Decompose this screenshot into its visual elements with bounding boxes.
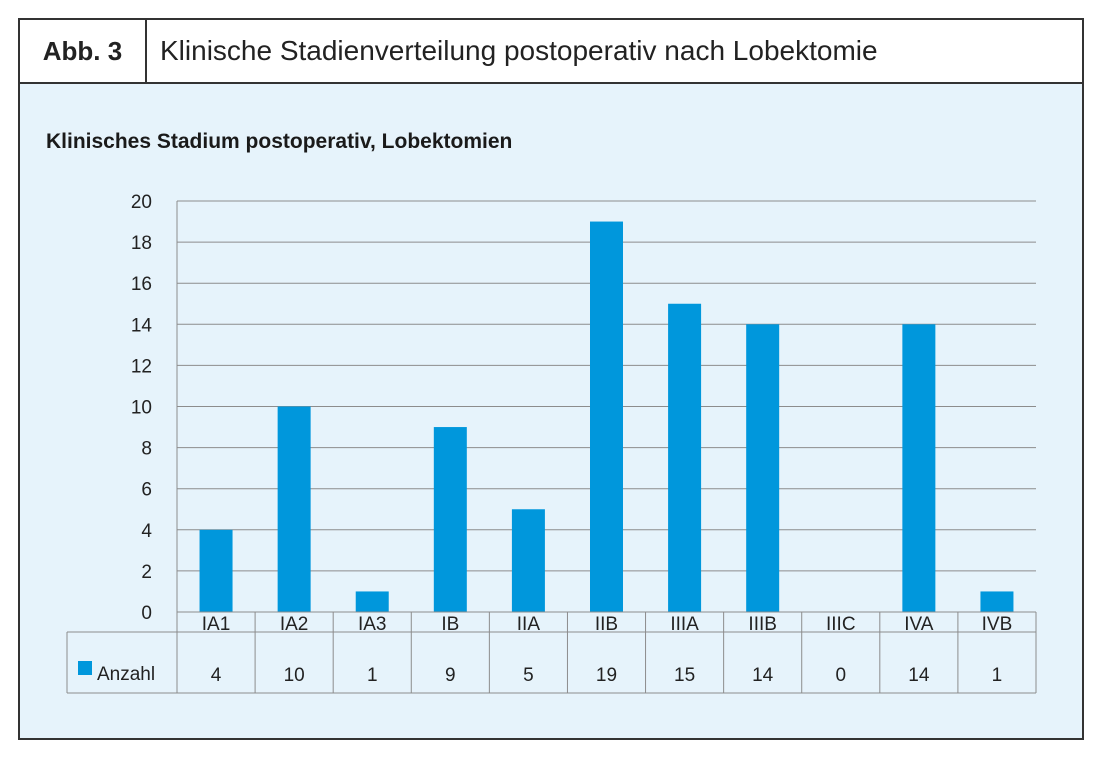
bar-ia2 (277, 406, 311, 612)
y-tick-label: 14 (131, 315, 153, 336)
figure-label: Abb. 3 (20, 20, 147, 82)
bar-ivb (980, 591, 1014, 612)
y-tick-label: 12 (131, 356, 152, 377)
y-tick-label: 4 (141, 521, 152, 542)
y-tick-label: 18 (131, 233, 152, 254)
y-tick-label: 6 (141, 480, 152, 501)
bar-ia1 (199, 529, 233, 612)
bar-iiia (668, 303, 702, 612)
y-tick-label: 8 (141, 439, 152, 460)
bar-ib (433, 427, 467, 612)
y-tick-label: 16 (131, 274, 152, 295)
data-table-value: 5 (523, 665, 534, 686)
bar-ia3 (355, 591, 389, 612)
legend-swatch (78, 661, 92, 675)
bar-iib (590, 221, 623, 613)
y-tick-label: 20 (131, 192, 152, 213)
figure-title: Klinische Stadienverteilung postoperativ… (160, 35, 878, 66)
category-label: IVB (982, 614, 1013, 635)
category-label: IVA (904, 614, 934, 635)
category-label: IA2 (280, 614, 309, 635)
y-tick-label: 0 (141, 603, 152, 624)
category-label: IIIA (670, 614, 699, 635)
bar-iiib (746, 324, 780, 612)
data-table-value: 4 (211, 665, 222, 686)
data-table-value: 10 (284, 665, 305, 686)
chart-title: Klinisches Stadium postoperativ, Lobekto… (46, 130, 513, 153)
category-label: IIA (517, 614, 541, 635)
data-table-value: 14 (752, 665, 774, 686)
category-label: IIIC (826, 614, 856, 635)
figure-header: Abb. 3 Klinische Stadienverteilung posto… (20, 20, 1082, 84)
data-table-value: 0 (835, 665, 846, 686)
legend-label: Anzahl (97, 664, 155, 685)
data-table-value: 15 (674, 665, 695, 686)
bar-iva (902, 324, 936, 612)
data-table-value: 9 (445, 665, 456, 686)
category-label: IIIB (748, 614, 777, 635)
data-table-value: 14 (908, 665, 930, 686)
y-tick-label: 2 (141, 562, 152, 583)
data-table-value: 19 (596, 665, 617, 686)
bar-iia (511, 509, 545, 612)
data-table-value: 1 (992, 665, 1003, 686)
data-table-value: 1 (367, 665, 378, 686)
category-label: IA1 (202, 614, 231, 635)
category-label: IIB (595, 614, 618, 635)
category-label: IA3 (358, 614, 387, 635)
y-tick-label: 10 (131, 398, 152, 419)
category-label: IB (441, 614, 459, 635)
